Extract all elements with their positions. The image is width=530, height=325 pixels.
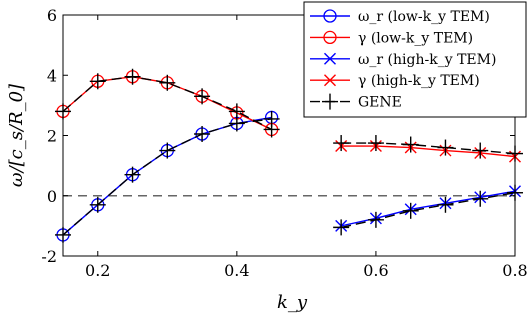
x-tick-label: 0.8 (502, 261, 527, 280)
data-point (333, 219, 350, 236)
marker-stroke (324, 74, 336, 87)
legend-item: ω_r (low-k_y TEM) (310, 9, 490, 25)
data-point (472, 142, 489, 159)
series-2 (335, 185, 521, 232)
data-point (124, 68, 141, 85)
legend-item: ω_r (high-k_y TEM) (310, 52, 496, 68)
legend-item: γ (high-k_y TEM) (310, 73, 480, 89)
legend-item: γ (low-k_y TEM) (310, 30, 473, 46)
data-point (194, 125, 211, 142)
data-point (124, 166, 141, 183)
data-point (333, 135, 350, 152)
y-tick-label: 0 (47, 187, 57, 206)
series-0 (56, 110, 279, 242)
x-tick-label: 0.6 (363, 261, 388, 280)
data-point (437, 196, 454, 213)
y-tick-label: 6 (47, 6, 57, 25)
series-line (62, 118, 272, 236)
legend-label: ω_r (high-k_y TEM) (358, 52, 496, 68)
legend: ω_r (low-k_y TEM) γ (low-k_y TEM) ω_r (hig… (303, 1, 527, 118)
legend-marker (322, 93, 338, 110)
data-point (159, 142, 176, 159)
data-point (194, 88, 211, 105)
data-point (367, 135, 384, 152)
x-tick-label: 0.2 (85, 261, 110, 280)
y-tick-label: -2 (41, 247, 57, 266)
plot-area (55, 68, 523, 243)
legend-marker (323, 30, 337, 45)
y-axis-label: ω/[c_s/R_0] (6, 83, 27, 187)
marker-stroke (324, 52, 336, 65)
data-point (228, 103, 245, 120)
y-tick-label: 2 (47, 127, 57, 146)
data-point (89, 196, 106, 213)
x-axis-label: k_y (277, 292, 308, 313)
data-point (159, 74, 176, 91)
data-point (437, 139, 454, 156)
data-point (402, 136, 419, 153)
data-point (367, 211, 384, 228)
series-line (62, 116, 272, 236)
y-tick-label: 4 (47, 66, 57, 85)
series-line (341, 192, 516, 229)
legend-item: GENE (310, 93, 402, 111)
legend-label: γ (low-k_y TEM) (358, 30, 473, 46)
series-line (341, 145, 516, 158)
legend-marker (323, 9, 337, 23)
data-point (472, 190, 489, 207)
legend-label: ω_r (low-k_y TEM) (358, 9, 490, 25)
data-point (402, 202, 419, 219)
data-point (89, 73, 106, 90)
x-tick-label: 0.4 (224, 261, 249, 280)
legend-label: γ (high-k_y TEM) (358, 73, 480, 89)
ticks: 0.2 0.4 0.6 0.8 -2 0 2 4 6 (41, 6, 527, 280)
legend-marker (324, 74, 336, 87)
series-line (341, 142, 516, 155)
data-point (263, 121, 280, 138)
legend-marker (324, 52, 336, 65)
legend-label: GENE (358, 95, 402, 111)
